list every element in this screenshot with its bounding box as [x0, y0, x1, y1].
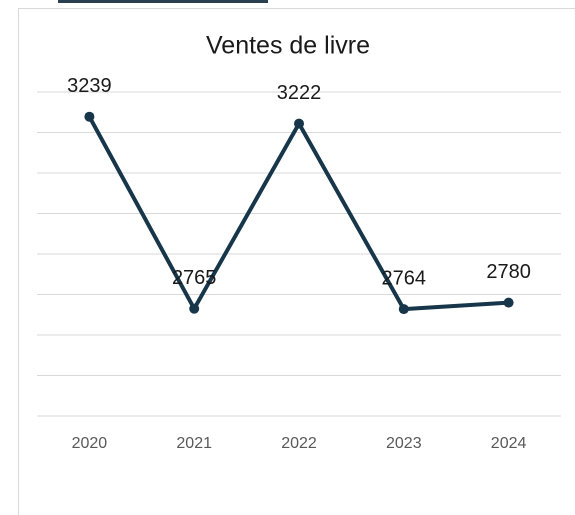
top-bar [58, 0, 268, 3]
chart-title: Ventes de livre [206, 32, 370, 60]
x-tick-label: 2020 [72, 435, 108, 452]
x-tick-label: 2022 [281, 435, 317, 452]
marker [189, 303, 200, 314]
marker [84, 111, 95, 122]
x-tick-label: 2024 [491, 435, 527, 452]
marker [294, 118, 304, 129]
data-label: 2764 [382, 267, 427, 289]
chart-frame [18, 8, 575, 515]
data-label: 3222 [277, 82, 322, 104]
x-tick-label: 2021 [176, 435, 212, 452]
marker [398, 304, 409, 315]
x-tick-label: 2023 [386, 435, 422, 452]
data-label: 2780 [486, 261, 531, 283]
data-label: 2765 [172, 267, 217, 289]
marker [503, 297, 514, 308]
data-label: 3239 [67, 75, 112, 97]
